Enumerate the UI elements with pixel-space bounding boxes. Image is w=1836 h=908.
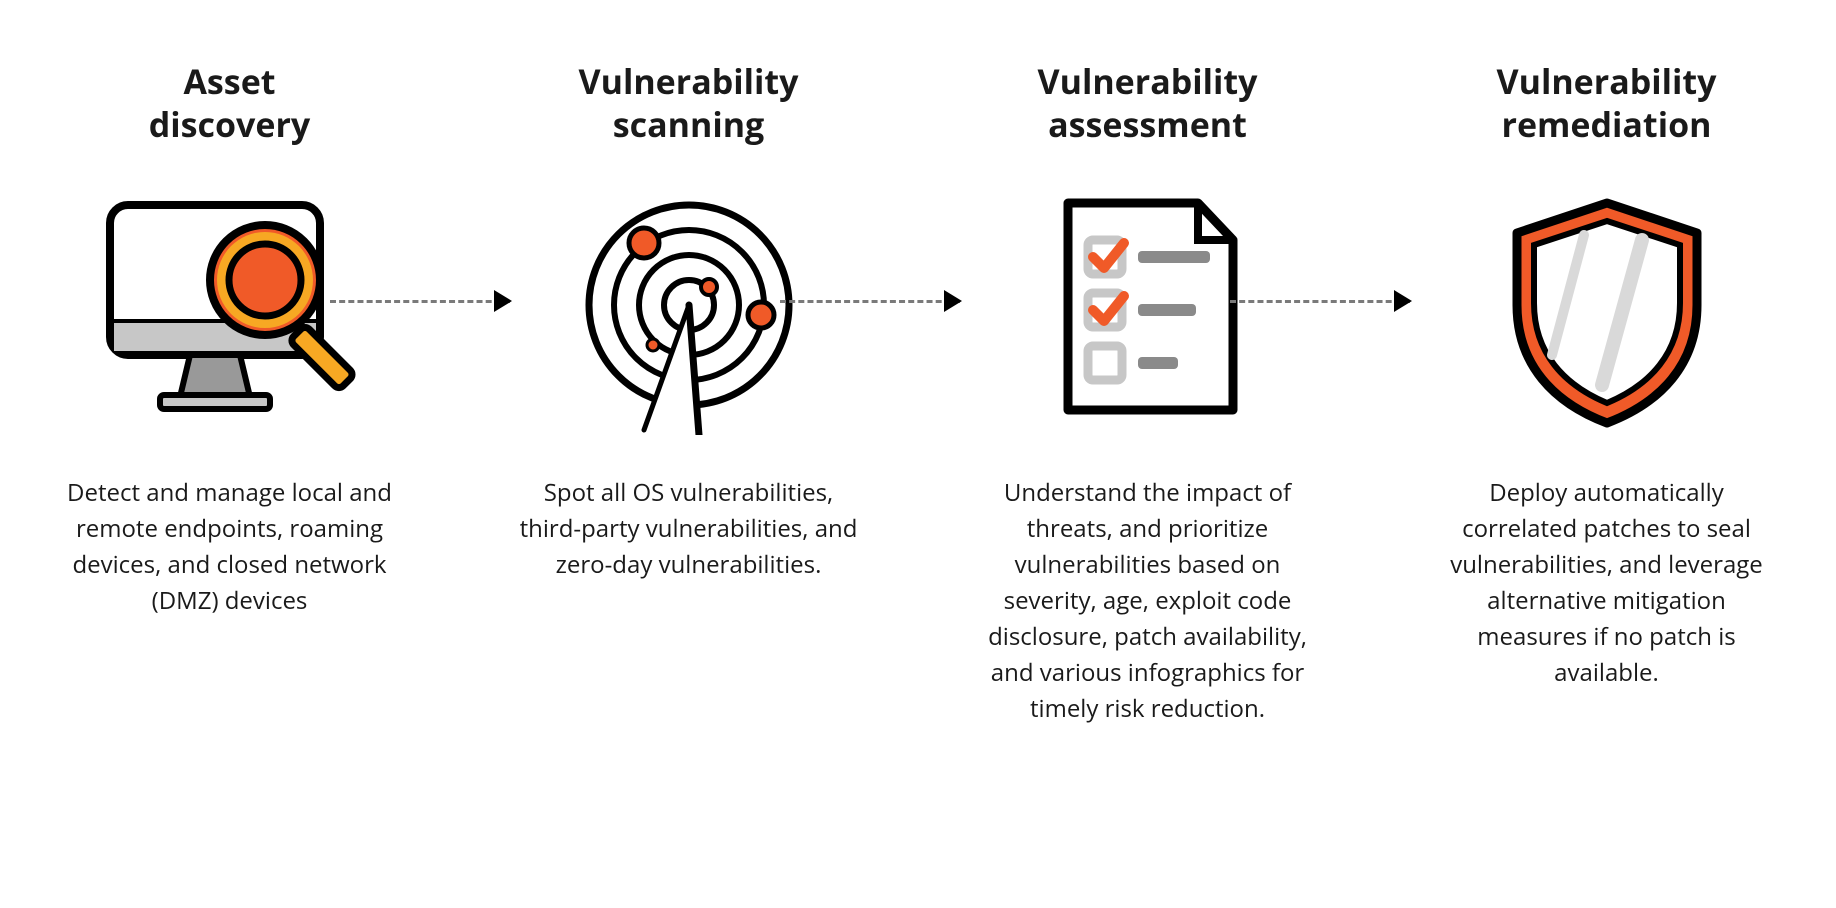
flow-connector-2 [780,300,960,303]
stage-asset-discovery: Asset discovery Detect and manage local … [45,60,415,619]
arrow-right-icon [1394,290,1412,312]
stage-title: Vulnerability assessment [1038,60,1258,145]
flow-connector-1 [330,300,510,303]
monitor-magnifier-icon [90,175,370,445]
stage-description: Detect and manage local and remote endpo… [45,475,415,619]
flow-connector-3 [1230,300,1410,303]
stage-description: Deploy automatically correlated patches … [1422,475,1792,691]
stage-title: Vulnerability remediation [1497,60,1717,145]
stage-vulnerability-assessment: Vulnerability assessment Understand the … [963,60,1333,727]
stage-vulnerability-remediation: Vulnerability remediation Deploy automat… [1422,60,1792,691]
process-flow-row: Asset discovery Detect and manage local … [0,60,1836,727]
arrow-right-icon [494,290,512,312]
stage-vulnerability-scanning: Vulnerability scanning [504,60,874,583]
radar-icon [559,175,819,445]
checklist-icon [1038,175,1258,445]
stage-description: Spot all OS vulnerabilities, third-party… [504,475,874,583]
arrow-right-icon [944,290,962,312]
shield-icon [1492,175,1722,445]
stage-title: Vulnerability scanning [579,60,799,145]
stage-description: Understand the impact of threats, and pr… [963,475,1333,727]
stage-title: Asset discovery [149,60,311,145]
